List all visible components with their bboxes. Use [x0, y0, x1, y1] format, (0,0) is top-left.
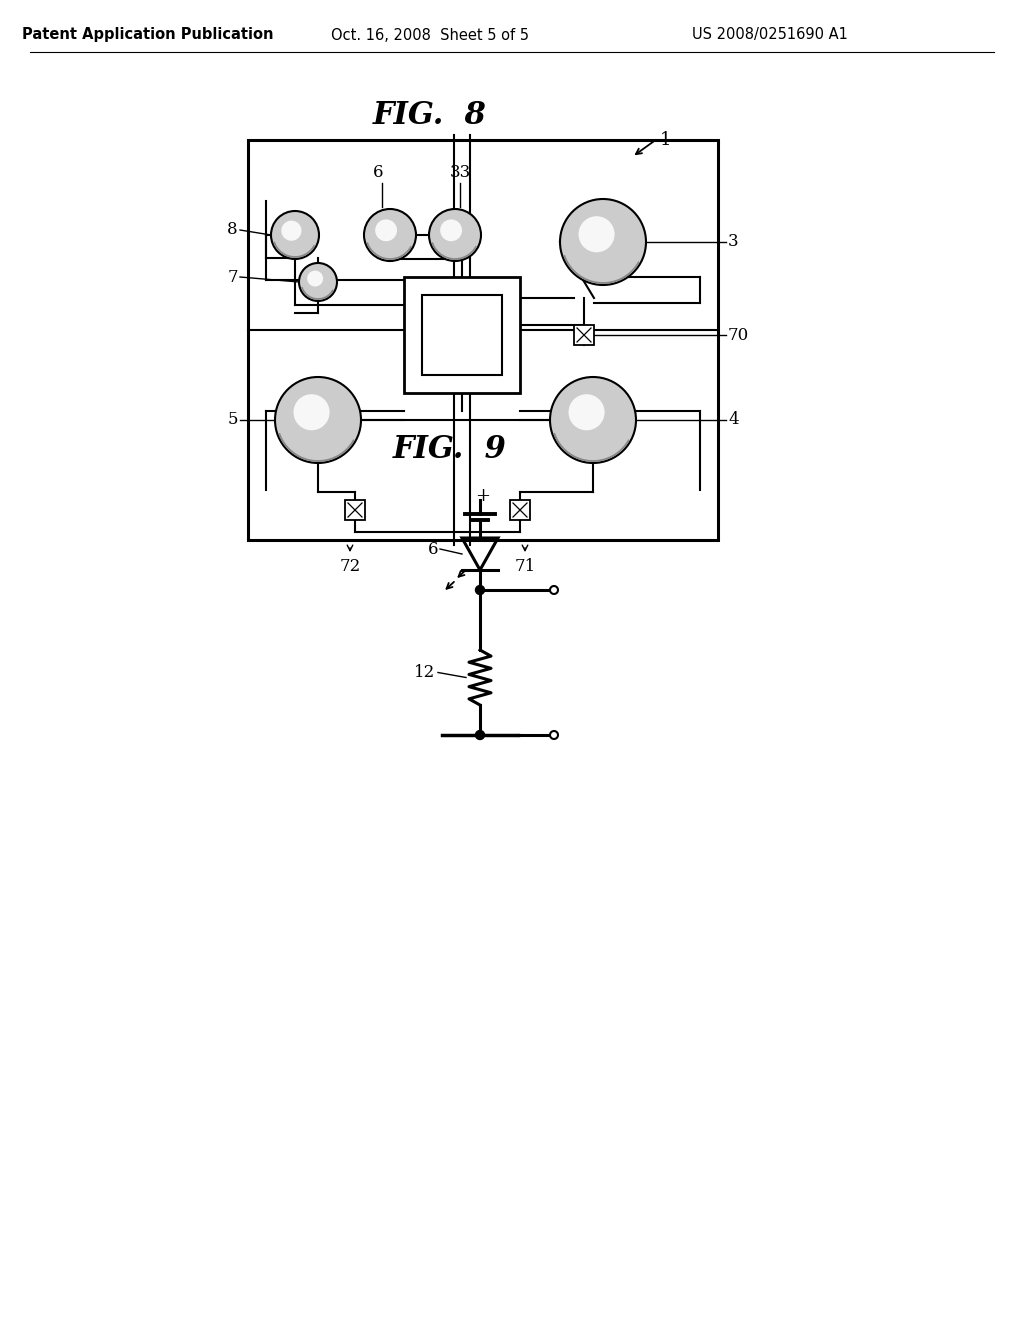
Text: 72: 72 — [339, 558, 360, 576]
Circle shape — [271, 211, 319, 259]
Circle shape — [475, 586, 484, 594]
Circle shape — [550, 378, 636, 463]
Bar — [404, 277, 520, 393]
Text: 4: 4 — [728, 412, 738, 429]
Bar — [248, 140, 718, 540]
Circle shape — [579, 216, 614, 252]
Text: Oct. 16, 2008  Sheet 5 of 5: Oct. 16, 2008 Sheet 5 of 5 — [331, 28, 529, 42]
Circle shape — [282, 220, 301, 240]
Text: 70: 70 — [728, 326, 750, 343]
Text: 33: 33 — [450, 164, 471, 181]
Text: 8: 8 — [227, 222, 238, 239]
Text: 3: 3 — [728, 234, 738, 251]
Circle shape — [299, 263, 337, 301]
Circle shape — [294, 395, 330, 430]
Circle shape — [475, 730, 484, 739]
Text: FIG.  8: FIG. 8 — [373, 99, 487, 131]
Circle shape — [568, 395, 604, 430]
Circle shape — [275, 378, 361, 463]
Text: 5: 5 — [227, 412, 238, 429]
Circle shape — [429, 209, 481, 261]
Bar — [574, 325, 594, 345]
Bar — [345, 500, 365, 520]
Circle shape — [440, 219, 462, 242]
Text: 6: 6 — [427, 540, 438, 557]
Text: +: + — [475, 487, 490, 506]
Text: 6: 6 — [373, 164, 383, 181]
Text: 1: 1 — [660, 131, 672, 149]
Text: 12: 12 — [414, 664, 435, 681]
Circle shape — [550, 731, 558, 739]
Circle shape — [550, 586, 558, 594]
Circle shape — [364, 209, 416, 261]
Text: Patent Application Publication: Patent Application Publication — [23, 28, 273, 42]
Text: FIG.  9: FIG. 9 — [393, 434, 507, 466]
Bar — [422, 294, 502, 375]
Bar — [510, 500, 530, 520]
Text: 7: 7 — [227, 268, 238, 285]
Circle shape — [375, 219, 397, 242]
Circle shape — [307, 271, 324, 286]
Text: 71: 71 — [514, 558, 536, 576]
Text: US 2008/0251690 A1: US 2008/0251690 A1 — [692, 28, 848, 42]
Circle shape — [560, 199, 646, 285]
